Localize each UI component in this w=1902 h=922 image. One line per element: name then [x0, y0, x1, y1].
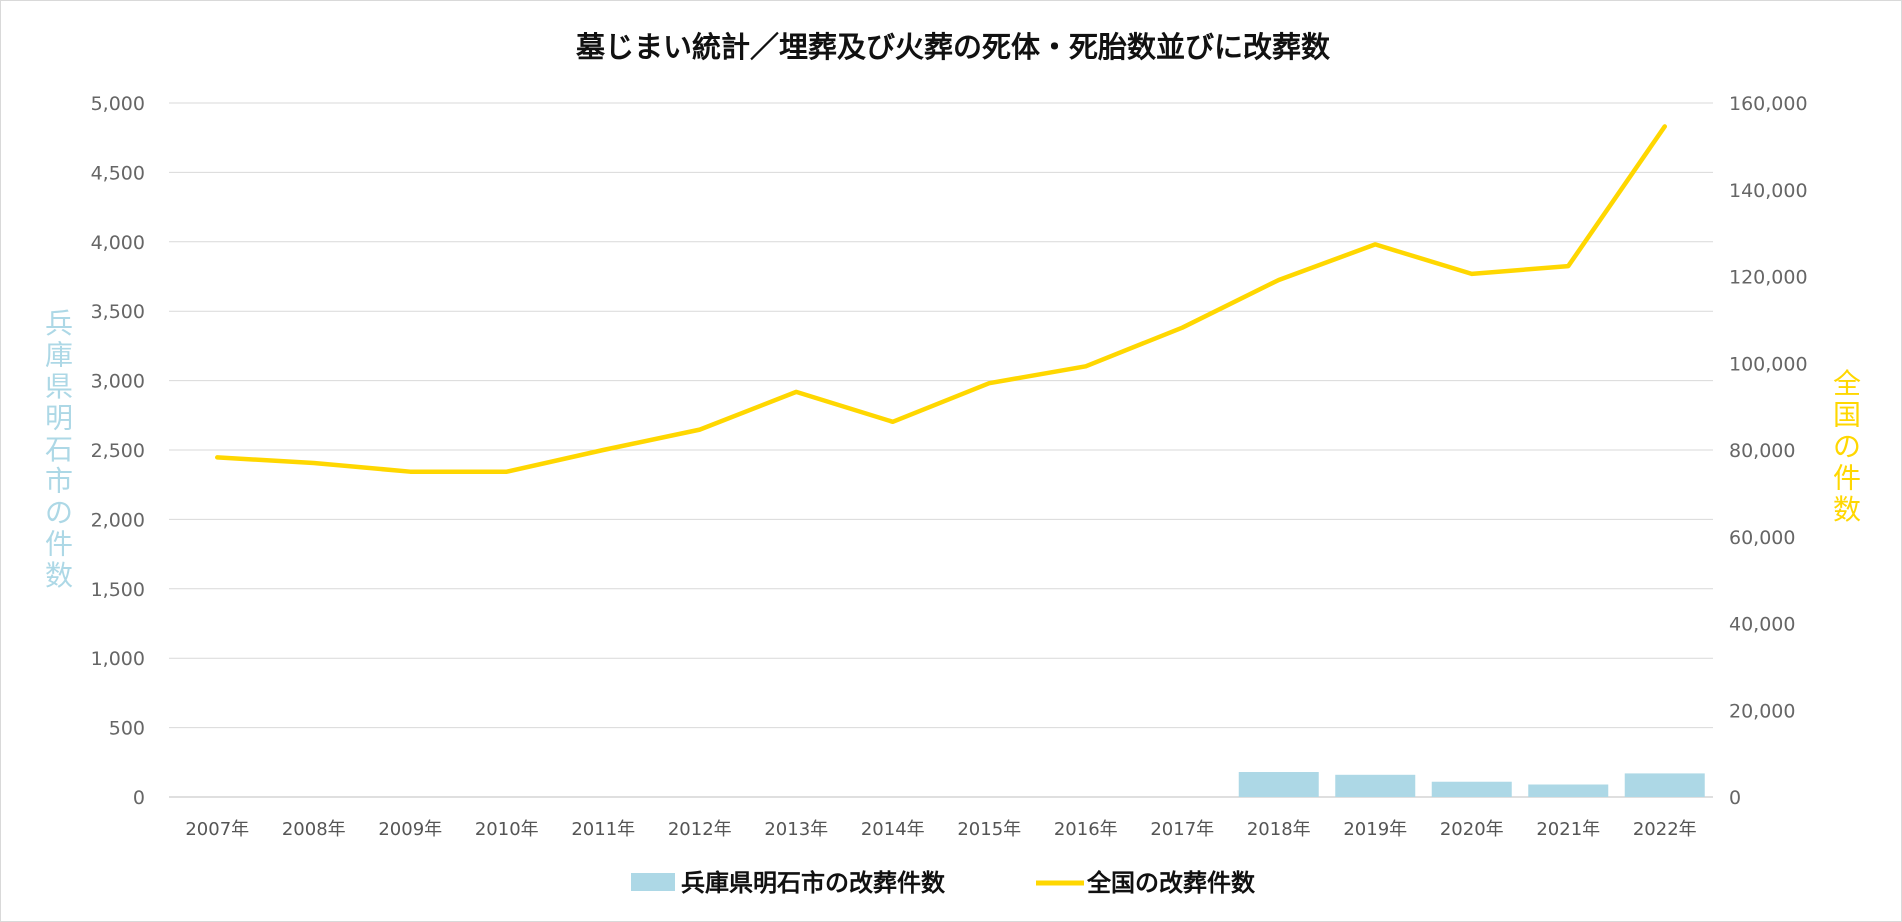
- right-tick-label: 140,000: [1729, 180, 1808, 202]
- right-tick-label: 120,000: [1729, 267, 1808, 289]
- x-tick-label: 2009年: [378, 819, 442, 840]
- x-tick-label: 2020年: [1440, 819, 1504, 840]
- left-axis-ticks: 0 500 1,000 1,500 2,000 2,500 3,000 3,500 4,000 4…: [91, 93, 145, 809]
- left-tick-label: 2,500: [91, 440, 145, 462]
- x-tick-label: 2021年: [1536, 819, 1600, 840]
- grid-lines: [169, 102, 1713, 798]
- line-series-national: [215, 124, 1667, 474]
- legend-label-national: 全国の改葬件数: [1086, 869, 1256, 897]
- bar-akashi: [1431, 781, 1512, 797]
- left-tick-label: 4,500: [91, 162, 145, 184]
- x-tick-label: 2022年: [1633, 819, 1697, 840]
- left-tick-label: 3,500: [91, 301, 145, 323]
- right-tick-label: 40,000: [1729, 614, 1795, 636]
- right-tick-label: 100,000: [1729, 353, 1808, 375]
- right-tick-label: 0: [1729, 787, 1741, 809]
- left-tick-label: 2,000: [91, 509, 145, 531]
- bar-series-akashi: [1238, 772, 1705, 797]
- right-tick-label: 60,000: [1729, 527, 1795, 549]
- left-tick-label: 1,500: [91, 579, 145, 601]
- x-tick-label: 2007年: [185, 819, 249, 840]
- axis-label-char: 兵: [45, 307, 73, 340]
- right-axis-ticks: 0 20,000 40,000 60,000 80,000 100,000 120,000 1…: [1729, 93, 1808, 809]
- x-tick-label: 2013年: [764, 819, 828, 840]
- axis-label-char: 全: [1833, 367, 1861, 400]
- axis-label-char: 明: [45, 402, 73, 435]
- line-national: [215, 124, 1667, 474]
- bar-akashi: [1335, 774, 1416, 797]
- axis-label-char: の: [45, 496, 73, 529]
- axis-label-char: 件: [1833, 462, 1861, 495]
- x-tick-label: 2014年: [861, 819, 925, 840]
- axis-label-char: 県: [45, 370, 73, 403]
- left-tick-label: 500: [109, 718, 145, 740]
- left-tick-label: 5,000: [91, 93, 145, 115]
- left-tick-label: 4,000: [91, 232, 145, 254]
- right-tick-label: 20,000: [1729, 700, 1795, 722]
- x-tick-label: 2018年: [1247, 819, 1311, 840]
- x-tick-label: 2019年: [1343, 819, 1407, 840]
- x-tick-label: 2017年: [1150, 819, 1214, 840]
- left-tick-label: 1,000: [91, 648, 145, 670]
- legend-label-akashi: 兵庫県明石市の改葬件数: [681, 869, 946, 897]
- x-tick-label: 2016年: [1054, 819, 1118, 840]
- x-tick-label: 2011年: [571, 819, 635, 840]
- axis-label-char: の: [1833, 430, 1861, 463]
- left-tick-label: 0: [133, 787, 145, 809]
- axis-label-char: 石: [45, 433, 73, 466]
- x-axis-ticks: 2007年 2008年 2009年 2010年 2011年 2012年 2013年 2014年…: [185, 819, 1696, 840]
- x-tick-label: 2012年: [668, 819, 732, 840]
- axis-label-char: 市: [45, 465, 73, 498]
- legend-swatch-akashi: [631, 873, 675, 891]
- axis-label-char: 数: [45, 559, 73, 592]
- x-tick-label: 2008年: [282, 819, 346, 840]
- axis-label-char: 庫: [45, 339, 73, 372]
- x-tick-label: 2010年: [475, 819, 539, 840]
- axis-label-char: 件: [45, 528, 73, 561]
- bar-akashi: [1238, 772, 1319, 797]
- left-tick-label: 3,000: [91, 371, 145, 393]
- axis-label-char: 数: [1833, 493, 1861, 526]
- bar-akashi: [1624, 773, 1705, 797]
- legend: 兵庫県明石市の改葬件数 全国の改葬件数: [631, 869, 1256, 897]
- right-tick-label: 160,000: [1729, 93, 1808, 115]
- right-tick-label: 80,000: [1729, 440, 1795, 462]
- bar-akashi: [1528, 784, 1609, 797]
- chart-title: 墓じまい統計／埋葬及び火葬の死体・死胎数並びに改葬数: [575, 30, 1331, 64]
- axis-label-char: 国: [1833, 399, 1861, 432]
- x-tick-label: 2015年: [957, 819, 1021, 840]
